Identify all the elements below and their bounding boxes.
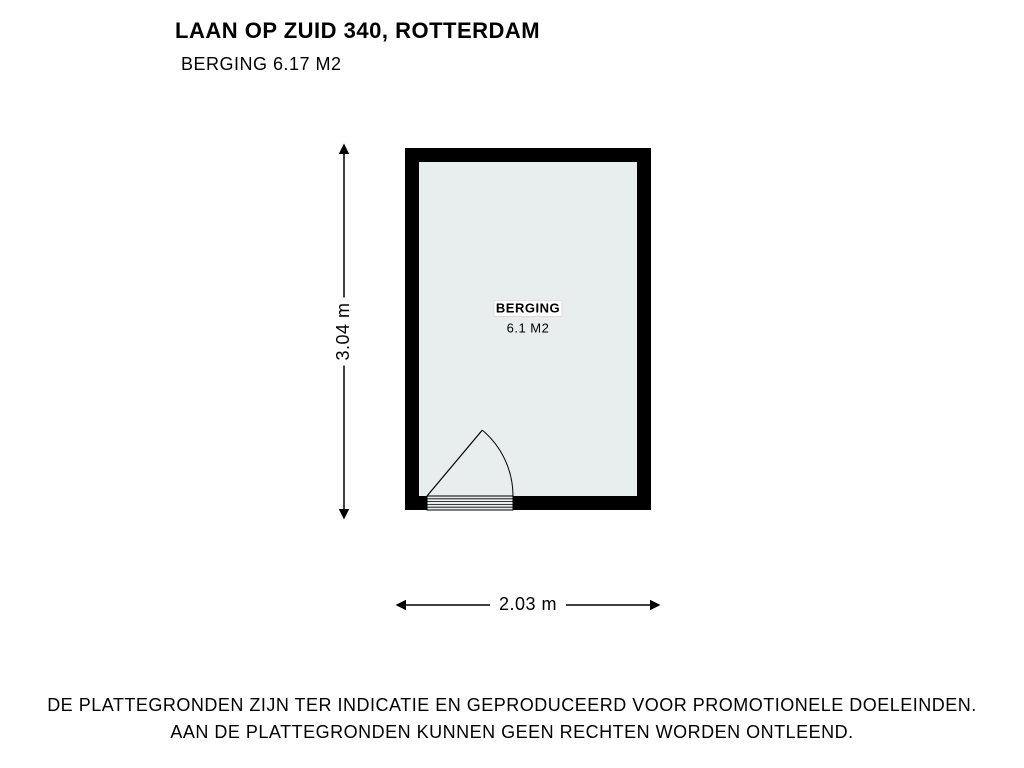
disclaimer: DE PLATTEGRONDEN ZIJN TER INDICATIE EN G…	[0, 692, 1024, 746]
room-label: BERGING	[496, 300, 560, 315]
dim-width-label: 2.03 m	[499, 594, 557, 614]
room-area-label: 6.1 M2	[507, 320, 550, 335]
door-opening	[427, 496, 513, 510]
dim-height-label: 3.04 m	[333, 302, 353, 360]
disclaimer-line-2: AAN DE PLATTEGRONDEN KUNNEN GEEN RECHTEN…	[0, 719, 1024, 746]
floorplan-canvas: BERGING 6.1 M2 3.04 m 2.03 m	[0, 0, 1024, 768]
disclaimer-line-1: DE PLATTEGRONDEN ZIJN TER INDICATIE EN G…	[0, 692, 1024, 719]
